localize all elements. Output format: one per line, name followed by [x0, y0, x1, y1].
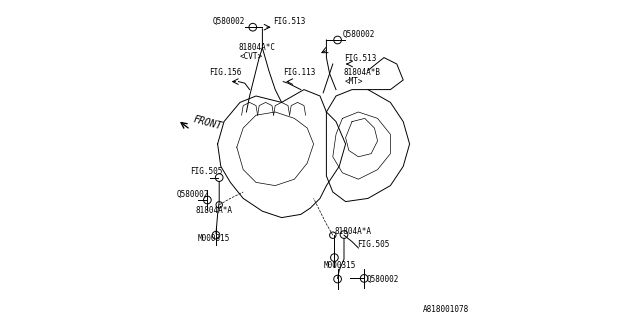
Text: FIG.505: FIG.505: [357, 240, 389, 249]
Text: <CVT>: <CVT>: [239, 52, 262, 61]
Text: <MT>: <MT>: [345, 77, 364, 86]
Text: Q580002: Q580002: [366, 275, 399, 284]
Text: 81804A*A: 81804A*A: [196, 206, 233, 215]
Text: A818001078: A818001078: [422, 305, 468, 314]
Text: Q580002: Q580002: [342, 30, 375, 39]
Text: FRONT: FRONT: [192, 114, 223, 132]
Text: 81804A*C: 81804A*C: [239, 43, 275, 52]
Text: M000315: M000315: [198, 234, 230, 243]
Text: 81804A*B: 81804A*B: [344, 68, 381, 77]
Text: FIG.513: FIG.513: [344, 54, 376, 63]
Text: FIG.156: FIG.156: [210, 68, 242, 77]
Text: 81804A*A: 81804A*A: [334, 227, 371, 236]
Text: FIG.505: FIG.505: [191, 167, 223, 176]
Text: Q580002: Q580002: [177, 190, 209, 199]
Text: Q580002: Q580002: [212, 17, 245, 26]
Text: M000315: M000315: [323, 261, 356, 270]
Text: FIG.513: FIG.513: [274, 17, 306, 26]
Text: FIG.113: FIG.113: [283, 68, 316, 77]
